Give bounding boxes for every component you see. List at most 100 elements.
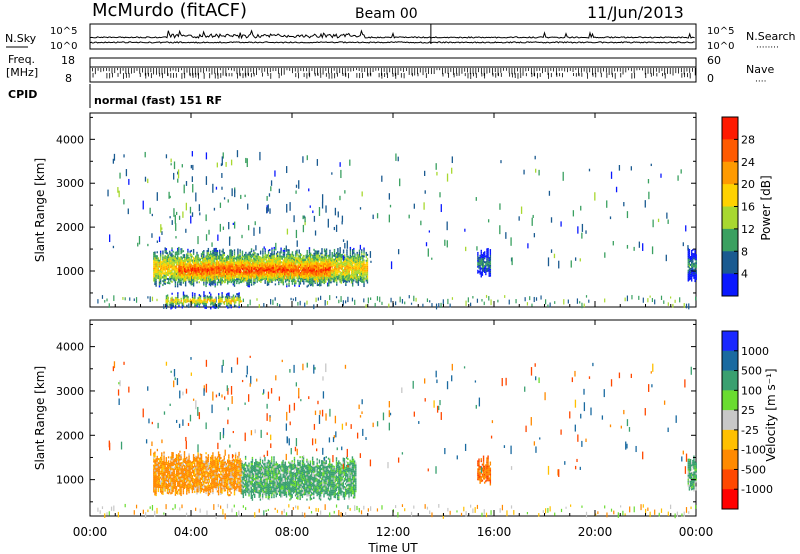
data-cell	[232, 257, 235, 260]
data-cell	[208, 295, 211, 298]
data-cell	[226, 261, 228, 264]
data-cell	[193, 299, 195, 302]
data-cell	[358, 249, 361, 252]
data-cell	[197, 256, 199, 259]
data-cell	[477, 255, 479, 258]
data-cell	[220, 257, 222, 260]
data-cell	[250, 256, 253, 259]
data-cell	[222, 262, 224, 265]
data-cell	[480, 255, 482, 258]
data-cell	[213, 304, 215, 307]
data-cell	[228, 255, 230, 258]
data-cell	[488, 272, 490, 275]
data-cell	[112, 158, 115, 164]
data-cell	[137, 242, 139, 247]
data-cell	[310, 259, 312, 262]
data-cell	[353, 255, 355, 258]
data-cell	[348, 278, 350, 281]
data-cell	[238, 282, 240, 285]
data-cell	[264, 265, 267, 268]
data-cell	[215, 306, 218, 309]
data-cell	[227, 199, 229, 203]
data-cell	[204, 273, 206, 276]
data-cell	[214, 249, 216, 252]
data-cell	[342, 273, 345, 276]
data-cell	[243, 270, 245, 273]
data-cell	[487, 267, 489, 270]
noise-sky-line	[89, 29, 695, 40]
data-cell	[276, 255, 279, 258]
data-cell	[358, 265, 361, 268]
data-cell	[362, 274, 364, 277]
data-cell	[354, 271, 356, 274]
data-cell	[222, 254, 224, 257]
data-cell	[321, 273, 323, 276]
data-cell	[164, 257, 166, 260]
data-cell	[483, 267, 486, 270]
data-cell	[221, 298, 223, 301]
data-cell	[307, 266, 310, 269]
data-cell	[211, 282, 213, 285]
data-cell	[238, 306, 240, 309]
data-cell	[348, 258, 350, 261]
data-cell	[304, 260, 306, 263]
data-cell	[362, 278, 364, 281]
data-cell	[222, 266, 225, 269]
data-cell	[226, 258, 229, 261]
data-cell	[208, 283, 211, 286]
data-cell	[685, 225, 687, 232]
data-cell	[356, 281, 358, 284]
data-cell	[225, 293, 228, 296]
data-cell	[667, 219, 669, 224]
data-cell	[246, 158, 248, 168]
data-cell	[175, 259, 178, 262]
data-cell	[303, 267, 305, 270]
data-cell	[688, 258, 691, 261]
data-cell	[489, 254, 492, 257]
data-cell	[312, 254, 314, 257]
data-cell	[248, 264, 251, 267]
data-cell	[161, 263, 163, 266]
data-cell	[323, 258, 325, 261]
data-cell	[674, 299, 676, 303]
data-cell	[205, 214, 207, 222]
data-cell	[297, 260, 300, 263]
data-cell	[331, 265, 333, 268]
data-cell	[250, 281, 253, 284]
data-cell	[194, 273, 196, 276]
data-cell	[248, 272, 251, 275]
data-cell	[166, 296, 169, 299]
data-cell	[153, 265, 155, 268]
data-cell	[189, 258, 191, 261]
data-cell	[340, 263, 343, 266]
data-cell	[333, 276, 336, 279]
data-cell	[308, 257, 311, 260]
data-cell	[295, 252, 297, 255]
data-cell	[693, 272, 695, 275]
data-cell	[334, 265, 337, 268]
data-cell	[204, 263, 206, 266]
data-cell	[694, 254, 696, 257]
data-cell	[300, 279, 303, 282]
data-cell	[293, 276, 295, 279]
data-cell	[298, 275, 300, 278]
data-cell	[184, 260, 187, 263]
data-cell	[322, 259, 325, 262]
data-cell	[325, 256, 328, 259]
data-cell	[333, 264, 336, 267]
data-cell	[236, 282, 238, 285]
data-cell	[180, 261, 183, 264]
data-cell	[313, 270, 315, 273]
data-cell	[281, 281, 283, 284]
data-cell	[231, 256, 233, 259]
data-cell	[256, 270, 259, 273]
data-cell	[163, 262, 165, 265]
cpid-text: normal (fast) 151 RF	[94, 94, 222, 107]
data-cell	[337, 263, 339, 266]
data-cell	[302, 259, 304, 262]
data-cell	[312, 282, 314, 285]
data-cell	[486, 252, 488, 255]
data-cell	[237, 263, 239, 266]
data-cell	[270, 275, 272, 278]
data-cell	[211, 261, 213, 264]
